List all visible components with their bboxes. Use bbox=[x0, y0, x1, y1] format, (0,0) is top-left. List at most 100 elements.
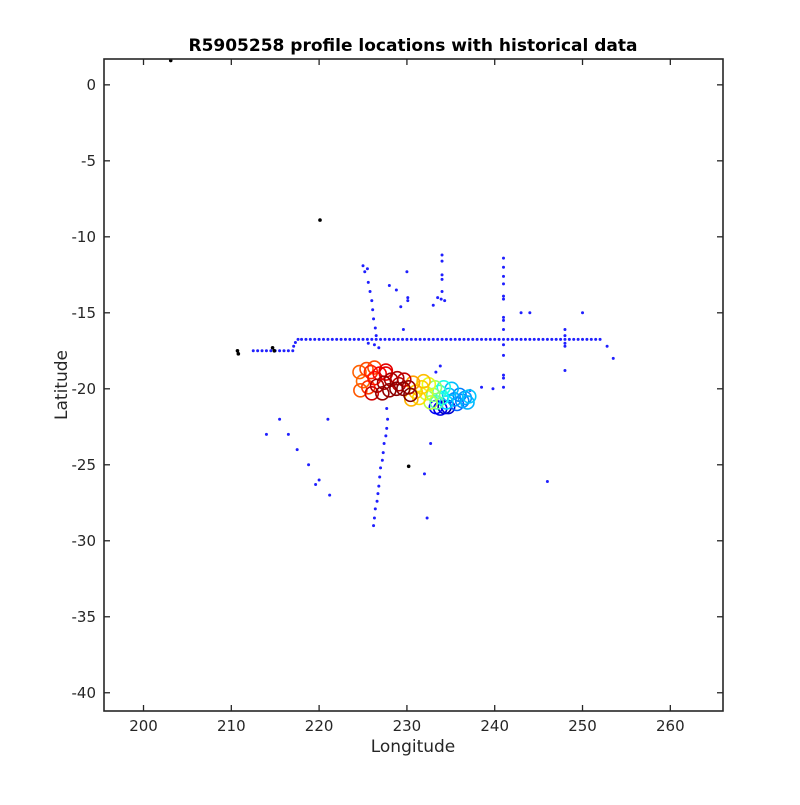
historical-point bbox=[438, 364, 442, 368]
profile-marker bbox=[382, 383, 397, 398]
historical-point bbox=[264, 349, 268, 353]
historical-point bbox=[501, 328, 505, 332]
historical-point bbox=[370, 337, 374, 341]
historical-point bbox=[431, 303, 435, 307]
historical-point bbox=[466, 337, 470, 341]
historical-point bbox=[581, 311, 585, 315]
historical-point bbox=[501, 315, 505, 319]
profile-marker bbox=[369, 378, 385, 394]
historical-point bbox=[563, 334, 567, 338]
profile-marker bbox=[439, 395, 454, 410]
historical-point bbox=[434, 370, 438, 374]
historical-point bbox=[387, 337, 391, 341]
historical-point bbox=[475, 337, 479, 341]
y-tick-label: -5 bbox=[81, 152, 96, 170]
historical-point bbox=[278, 349, 282, 353]
historical-point bbox=[295, 448, 299, 452]
historical-point bbox=[304, 337, 308, 341]
historical-point bbox=[387, 283, 391, 287]
historical-point bbox=[440, 290, 444, 294]
historical-point bbox=[394, 288, 398, 292]
historical-point bbox=[429, 442, 433, 446]
historical-point bbox=[425, 516, 429, 520]
profile-marker bbox=[376, 375, 392, 391]
historical-point bbox=[422, 472, 426, 476]
historical-point bbox=[567, 337, 571, 341]
historical-point bbox=[379, 466, 383, 470]
historical-point bbox=[497, 337, 501, 341]
historical-point bbox=[326, 417, 330, 421]
historical-point bbox=[282, 349, 286, 353]
profile-marker bbox=[436, 379, 452, 395]
historical-point bbox=[427, 337, 431, 341]
historical-point bbox=[317, 337, 321, 341]
x-tick-label: 200 bbox=[129, 717, 158, 735]
historical-point bbox=[422, 337, 426, 341]
historical-point bbox=[326, 337, 330, 341]
historical-point bbox=[335, 337, 339, 341]
historical-point bbox=[510, 337, 514, 341]
historical-point bbox=[251, 349, 255, 353]
historical-point bbox=[501, 343, 505, 347]
historical-point bbox=[462, 337, 466, 341]
historical-point bbox=[382, 442, 386, 446]
historical-point bbox=[501, 294, 505, 298]
historical-point bbox=[300, 337, 304, 341]
historical-point bbox=[501, 373, 505, 377]
historical-point bbox=[501, 337, 505, 341]
y-tick-label: -40 bbox=[72, 684, 97, 702]
historical-point bbox=[399, 305, 403, 309]
y-tick-label: -35 bbox=[72, 608, 97, 626]
historical-point bbox=[373, 326, 377, 330]
y-axis-label: Latitude bbox=[52, 350, 72, 420]
historical-point bbox=[313, 337, 317, 341]
historical-point bbox=[278, 417, 282, 421]
historical-point bbox=[545, 480, 549, 484]
historical-point bbox=[501, 376, 505, 380]
historical-point bbox=[449, 337, 453, 341]
historical-point bbox=[501, 274, 505, 278]
y-tick-label: 0 bbox=[86, 76, 96, 94]
data-points bbox=[168, 58, 615, 528]
historical-point bbox=[405, 337, 409, 341]
historical-point bbox=[501, 265, 505, 269]
historical-point bbox=[563, 337, 567, 341]
historical-point bbox=[330, 337, 334, 341]
historical-point bbox=[401, 328, 405, 332]
historical-point bbox=[328, 493, 332, 497]
profile-marker bbox=[389, 370, 405, 386]
profile-marker bbox=[416, 373, 431, 389]
historical-point bbox=[401, 337, 405, 341]
historical-point bbox=[471, 337, 475, 341]
profile-marker bbox=[461, 389, 477, 404]
historical-point bbox=[480, 337, 484, 341]
historical-point bbox=[581, 337, 585, 341]
historical-point bbox=[379, 337, 383, 341]
historical-point bbox=[322, 337, 326, 341]
y-tick-label: -10 bbox=[72, 228, 97, 246]
historical-point bbox=[260, 349, 264, 353]
historical-point bbox=[554, 337, 558, 341]
historical-point bbox=[515, 337, 519, 341]
historical-point bbox=[307, 463, 311, 467]
historical-point bbox=[373, 507, 377, 511]
historical-point bbox=[406, 299, 410, 303]
historical-point-black bbox=[270, 345, 275, 350]
historical-point bbox=[550, 337, 554, 341]
historical-point bbox=[314, 483, 318, 487]
historical-point bbox=[372, 524, 376, 528]
historical-point bbox=[444, 337, 448, 341]
profile-marker bbox=[429, 395, 445, 410]
historical-point bbox=[385, 426, 389, 430]
historical-point bbox=[436, 296, 440, 300]
historical-point bbox=[348, 337, 352, 341]
historical-point bbox=[572, 337, 576, 341]
historical-point bbox=[383, 337, 387, 341]
historical-point bbox=[378, 475, 382, 479]
historical-point bbox=[386, 417, 390, 421]
historical-point bbox=[563, 341, 567, 345]
historical-point bbox=[559, 337, 563, 341]
historical-point bbox=[501, 318, 505, 322]
historical-point bbox=[519, 337, 523, 341]
